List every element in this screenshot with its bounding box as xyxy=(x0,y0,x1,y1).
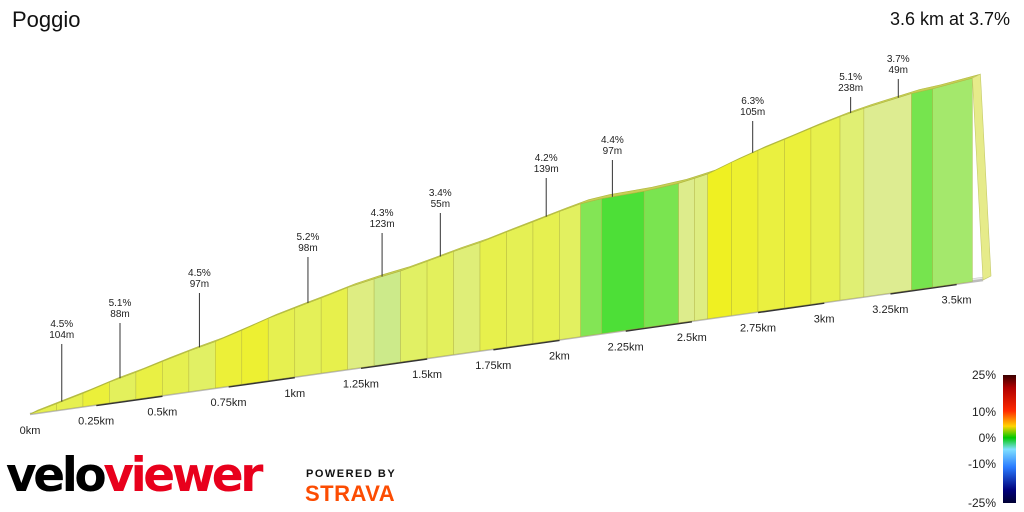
x-tick-label: 3km xyxy=(814,313,835,325)
segment-gradient-label: 4.5% xyxy=(50,319,73,330)
segment-gradient-label: 3.7% xyxy=(887,54,910,65)
segment-gradient-label: 4.3% xyxy=(371,208,394,219)
x-tick-label: 1.75km xyxy=(475,360,511,372)
segment-gradient-label: 6.3% xyxy=(741,96,764,107)
profile-slice xyxy=(320,287,348,374)
segment-length-label: 88m xyxy=(110,309,129,320)
scale-label-neg10: -10% xyxy=(967,457,996,471)
x-tick-label: 1.5km xyxy=(412,369,442,381)
profile-slice xyxy=(532,211,560,344)
logo-velo: velo xyxy=(6,448,107,503)
x-tick-label: 2.25km xyxy=(608,341,644,353)
x-tick-label: 1.25km xyxy=(343,378,379,390)
x-tick-label: 3.25km xyxy=(872,304,908,316)
segment-length-label: 139m xyxy=(534,164,559,175)
profile-slice xyxy=(694,173,708,321)
profile-slice xyxy=(643,182,679,328)
profile-slice xyxy=(294,297,322,378)
profile-slice xyxy=(426,251,454,359)
x-tick-label: 0.25km xyxy=(78,416,114,428)
segment-gradient-label: 4.5% xyxy=(188,268,211,279)
segment-gradient-label: 3.4% xyxy=(429,188,452,199)
gradient-color-scale xyxy=(1003,375,1016,503)
x-tick-label: 2.75km xyxy=(740,323,776,335)
profile-slice xyxy=(839,107,865,301)
profile-slice xyxy=(82,381,110,407)
x-tick-label: 1km xyxy=(284,388,305,400)
x-tick-label: 2.5km xyxy=(677,332,707,344)
scale-label-25: 25% xyxy=(971,368,996,382)
profile-slice xyxy=(453,242,481,355)
segment-gradient-label: 4.2% xyxy=(535,153,558,164)
segment-length-label: 97m xyxy=(603,146,622,157)
x-tick-label: 2km xyxy=(549,351,570,363)
segment-length-label: 97m xyxy=(190,279,209,290)
x-tick-label: 3.5km xyxy=(942,295,972,307)
profile-slice xyxy=(601,190,645,334)
profile-slice xyxy=(400,260,428,363)
segment-length-label: 49m xyxy=(889,65,908,76)
strava-logo[interactable]: STRAVA xyxy=(305,481,396,506)
profile-slice xyxy=(911,88,934,291)
profile-slice xyxy=(559,203,581,340)
profile-slice xyxy=(373,270,401,366)
segment-gradient-label: 5.1% xyxy=(839,72,862,83)
profile-slice xyxy=(863,93,912,298)
profile-slice xyxy=(347,278,375,370)
profile-slice xyxy=(784,127,812,309)
scale-label-0: 0% xyxy=(978,431,996,445)
profile-slice xyxy=(757,138,785,312)
scale-label-neg25: -25% xyxy=(967,496,996,510)
profile-slice xyxy=(162,350,190,396)
profile-slice xyxy=(707,161,732,320)
segment-length-label: 55m xyxy=(431,199,450,210)
profile-slice xyxy=(678,177,695,324)
x-tick-label: 0.75km xyxy=(211,397,247,409)
chart-title: Poggio xyxy=(12,7,81,32)
profile-slice xyxy=(932,77,973,288)
segment-length-label: 123m xyxy=(370,219,395,230)
profile-slice xyxy=(731,149,759,316)
logo-viewer: viewer xyxy=(103,448,263,503)
profile-slice xyxy=(810,116,841,305)
x-tick-label: 0km xyxy=(20,425,41,437)
segment-gradient-label: 4.4% xyxy=(601,135,624,146)
segment-gradient-label: 5.1% xyxy=(109,298,132,309)
climb-summary: 3.6 km at 3.7% xyxy=(889,9,1010,29)
profile-slice xyxy=(506,221,534,348)
segment-length-label: 105m xyxy=(740,107,765,118)
veloviewer-logo[interactable]: veloviewer xyxy=(6,452,263,499)
powered-by-label: POWERED BY xyxy=(306,468,397,480)
scale-label-10: 10% xyxy=(971,405,996,419)
segment-length-label: 98m xyxy=(298,243,317,254)
segment-gradient-label: 5.2% xyxy=(297,232,320,243)
profile-end-cap xyxy=(972,73,992,281)
profile-slice xyxy=(267,307,296,381)
segment-length-label: 104m xyxy=(49,330,74,341)
x-tick-label: 0.5km xyxy=(147,406,177,418)
profile-slice xyxy=(479,231,507,352)
profile-slice xyxy=(580,198,603,337)
segment-length-label: 238m xyxy=(838,83,863,94)
